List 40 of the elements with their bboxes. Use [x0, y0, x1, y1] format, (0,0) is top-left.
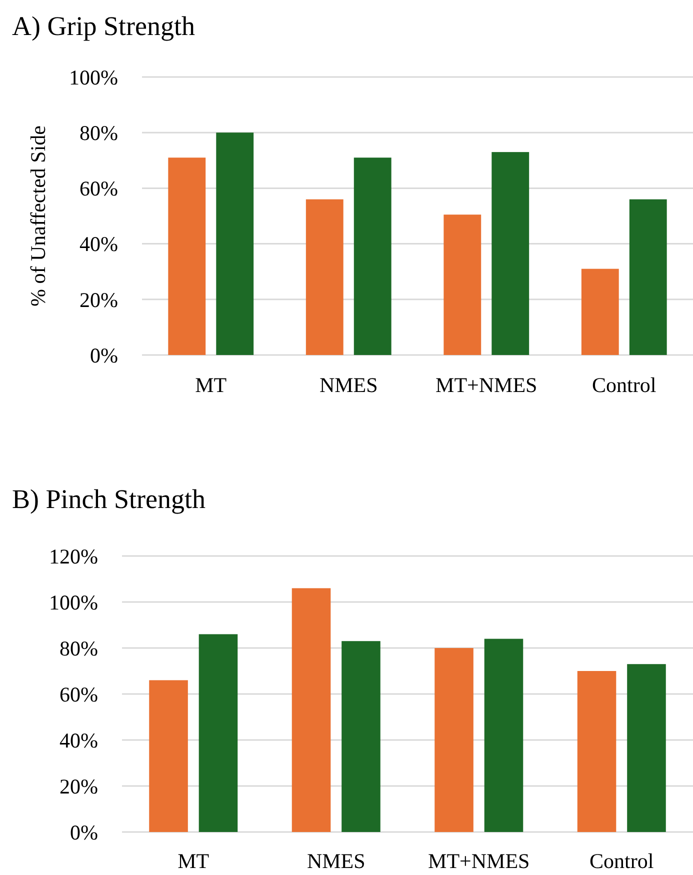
- bar: [354, 158, 392, 355]
- chart-title: A) Grip Strength: [12, 11, 196, 41]
- y-tick-label: 80%: [80, 120, 118, 145]
- bar: [581, 268, 619, 355]
- x-tick-label: NMES: [319, 373, 378, 397]
- y-tick-label: 100%: [69, 65, 118, 90]
- y-tick-label: 60%: [80, 176, 118, 201]
- bar: [434, 648, 474, 832]
- x-tick-label: MT: [178, 849, 210, 873]
- y-tick-label: 40%: [80, 232, 118, 256]
- x-tick-label: MT: [195, 373, 227, 397]
- y-tick-label: 40%: [60, 728, 98, 752]
- bar: [198, 634, 238, 832]
- bar: [484, 638, 524, 832]
- x-tick-label: Control: [590, 849, 654, 873]
- bar: [168, 158, 206, 355]
- y-tick-label: 20%: [60, 774, 98, 798]
- x-tick-label: NMES: [306, 849, 366, 873]
- bar: [292, 588, 331, 832]
- y-tick-label: 100%: [49, 590, 98, 614]
- bar: [627, 664, 666, 832]
- bar: [492, 152, 530, 355]
- y-tick-label: 20%: [80, 288, 118, 312]
- y-tick-label: 120%: [49, 544, 98, 568]
- bar: [629, 199, 667, 355]
- bar: [216, 132, 254, 355]
- bar: [577, 671, 616, 832]
- y-axis-title: % of Unaffected Side: [26, 126, 50, 306]
- x-tick-label: Control: [592, 373, 656, 397]
- chart-title: B) Pinch Strength: [12, 484, 206, 514]
- bar: [306, 199, 344, 355]
- bar: [444, 214, 482, 355]
- y-tick-label: 0%: [90, 343, 118, 368]
- bar: [149, 680, 188, 832]
- y-tick-label: 0%: [70, 820, 98, 844]
- y-tick-label: 60%: [60, 682, 98, 706]
- x-tick-label: MT+NMES: [428, 849, 530, 873]
- x-tick-label: MT+NMES: [436, 373, 538, 397]
- y-tick-label: 80%: [60, 636, 98, 660]
- bar: [342, 641, 380, 832]
